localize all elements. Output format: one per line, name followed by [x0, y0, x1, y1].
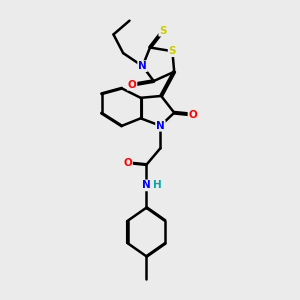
- Text: O: O: [123, 158, 132, 168]
- Text: N: N: [156, 121, 165, 131]
- Text: S: S: [159, 26, 167, 36]
- Text: O: O: [128, 80, 136, 90]
- Text: N: N: [142, 180, 151, 190]
- Text: S: S: [169, 46, 176, 56]
- Text: O: O: [188, 110, 197, 120]
- Text: H: H: [153, 180, 162, 190]
- Text: N: N: [138, 61, 147, 71]
